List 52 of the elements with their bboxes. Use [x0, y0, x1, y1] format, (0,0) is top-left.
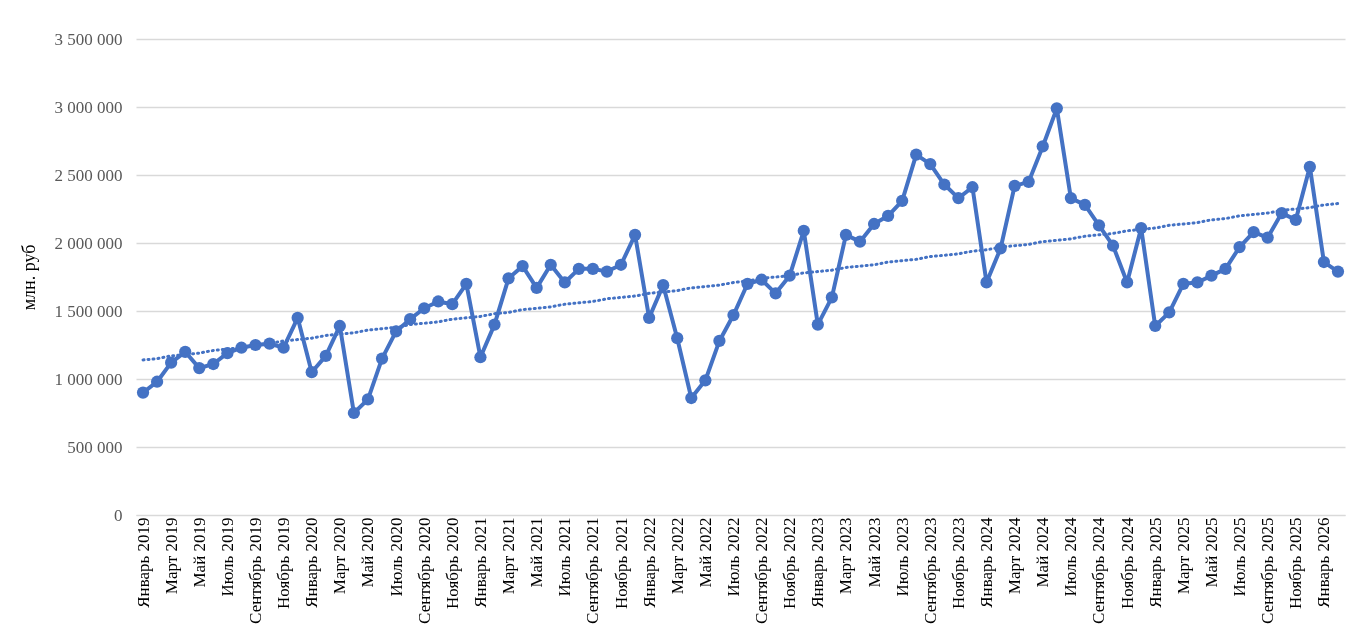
y-tick-label: 0 — [114, 505, 123, 525]
x-tick-label: Март 2021 — [499, 517, 519, 595]
x-tick-label: Июль 2024 — [1061, 517, 1081, 597]
x-tick-label: Ноябрь 2022 — [780, 517, 800, 609]
x-tick-label: Ноябрь 2025 — [1286, 517, 1306, 609]
y-tick-label: 500 000 — [67, 437, 123, 457]
y-tick-label: 2 000 000 — [54, 233, 123, 253]
y-tick-label: 2 500 000 — [54, 165, 123, 185]
x-tick-label: Сентябрь 2020 — [414, 517, 434, 624]
x-tick-label: Май 2024 — [1033, 517, 1053, 588]
x-tick-label: Март 2025 — [1173, 517, 1193, 595]
x-tick-label: Январь 2019 — [133, 517, 153, 608]
x-tick-label: Январь 2022 — [639, 517, 659, 608]
x-tick-label: Январь 2024 — [977, 517, 997, 608]
x-tick-label: Май 2021 — [527, 517, 547, 588]
x-tick-label: Ноябрь 2019 — [274, 517, 294, 609]
x-tick-label: Июль 2019 — [217, 517, 237, 597]
y-tick-label: 3 000 000 — [54, 97, 123, 117]
x-tick-label: Сентябрь 2019 — [245, 517, 265, 624]
x-tick-label: Ноябрь 2021 — [611, 517, 631, 609]
x-tick-label: Март 2019 — [161, 517, 181, 595]
x-tick-label: Январь 2020 — [302, 517, 322, 608]
x-tick-label: Май 2023 — [864, 517, 884, 588]
x-tick-label: Май 2025 — [1201, 517, 1221, 588]
x-tick-label: Март 2023 — [836, 517, 856, 595]
x-tick-label: Июль 2023 — [892, 517, 912, 597]
x-tick-label: Сентябрь 2021 — [583, 517, 603, 624]
y-tick-label: 1 500 000 — [54, 301, 123, 321]
x-tick-label: Ноябрь 2020 — [442, 517, 462, 609]
x-tick-label: Июль 2021 — [555, 517, 575, 597]
x-tick-label: Январь 2025 — [1145, 517, 1165, 608]
x-tick-label: Ноябрь 2024 — [1117, 517, 1137, 609]
x-tick-label: Май 2022 — [695, 517, 715, 588]
y-axis-title: млн. руб — [18, 244, 39, 311]
x-tick-label: Июль 2025 — [1230, 517, 1250, 597]
x-tick-label: Сентябрь 2023 — [920, 517, 940, 624]
x-tick-label: Сентябрь 2022 — [752, 517, 772, 624]
x-tick-label: Июль 2020 — [386, 517, 406, 597]
x-tick-label: Январь 2021 — [470, 517, 490, 608]
x-tick-label: Май 2020 — [358, 517, 378, 588]
x-tick-label: Март 2022 — [667, 517, 687, 595]
x-tick-label: Январь 2026 — [1314, 517, 1334, 608]
x-tick-label: Январь 2023 — [808, 517, 828, 608]
x-tick-label: Март 2024 — [1005, 517, 1025, 595]
x-tick-label: Май 2019 — [189, 517, 209, 588]
x-tick-label: Июль 2022 — [723, 517, 743, 597]
y-tick-label: 1 000 000 — [54, 369, 123, 389]
x-tick-label: Ноябрь 2023 — [948, 517, 968, 609]
x-tick-label: Март 2020 — [330, 517, 350, 595]
x-tick-label: Сентябрь 2025 — [1258, 517, 1278, 624]
y-tick-label: 3 500 000 — [54, 29, 123, 49]
x-tick-label: Сентябрь 2024 — [1089, 517, 1109, 624]
